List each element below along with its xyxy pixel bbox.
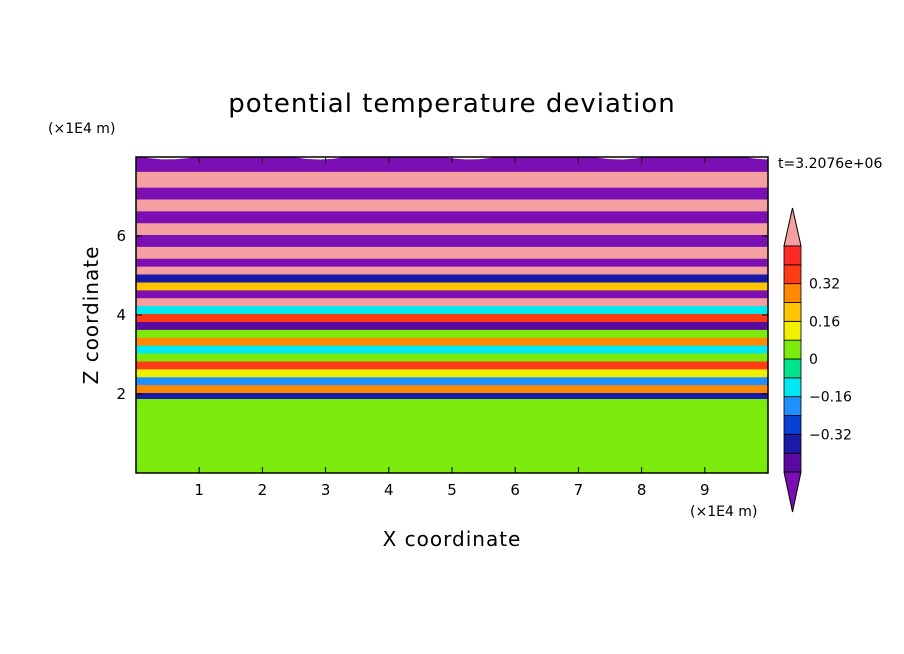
field-layer <box>136 328 768 346</box>
colorbar-tick-label: 0 <box>809 352 818 368</box>
x-tick-label: 1 <box>194 481 204 499</box>
colorbar: 0.32 0.16 0 −0.16 −0.32 <box>783 207 852 513</box>
colorbar-swatch <box>783 433 802 454</box>
y-tick-label: 2 <box>116 385 126 403</box>
x-axis-label: X coordinate <box>383 527 522 551</box>
colorbar-swatch <box>783 358 802 379</box>
time-label: t=3.2076e+06 <box>778 156 882 172</box>
x-tick-label: 5 <box>447 481 457 499</box>
x-tick-label: 8 <box>637 481 647 499</box>
colorbar-swatch <box>783 245 802 266</box>
colorbar-swatch <box>783 396 802 416</box>
colorbar-swatch <box>783 339 802 360</box>
colorbar-tick-label: 0.32 <box>809 277 840 293</box>
colorbar-swatch <box>783 283 802 303</box>
field-layer <box>136 275 768 291</box>
x-tick-label: 7 <box>574 481 584 499</box>
x-tick-label: 4 <box>384 481 394 499</box>
y-tick-label: 4 <box>116 306 126 324</box>
colorbar-extend-top <box>783 207 802 247</box>
field-layer <box>136 394 768 473</box>
field-layer <box>136 157 768 172</box>
chart-title: potential temperature deviation <box>228 89 675 119</box>
y-axis: 2 4 6 <box>116 227 768 403</box>
colorbar-tick-label: −0.32 <box>809 427 852 443</box>
y-unit-label: (×1E4 m) <box>48 121 115 137</box>
x-tick-label: 3 <box>321 481 331 499</box>
y-axis-label: Z coordinate <box>79 246 103 385</box>
colorbar-swatch <box>783 452 802 473</box>
colorbar-extend-bottom <box>783 471 802 513</box>
x-unit-label: (×1E4 m) <box>690 504 757 520</box>
colorbar-swatch <box>783 264 802 285</box>
colorbar-tick-label: −0.16 <box>809 390 852 406</box>
field-layer <box>136 298 768 315</box>
y-tick-label: 6 <box>116 227 126 245</box>
colorbar-swatch <box>783 377 802 398</box>
colorbar-tick-label: 0.16 <box>809 314 840 330</box>
field-layer <box>136 190 768 212</box>
heatmap-field <box>136 157 768 473</box>
x-tick-label: 9 <box>700 481 710 499</box>
field-layer <box>136 238 768 259</box>
x-tick-label: 6 <box>510 481 520 499</box>
colorbar-swatch <box>783 302 802 322</box>
x-tick-label: 2 <box>258 481 268 499</box>
colorbar-swatch <box>783 415 802 435</box>
x-axis: 1 2 3 4 5 6 7 8 9 <box>194 157 710 499</box>
colorbar-swatch <box>783 320 802 341</box>
